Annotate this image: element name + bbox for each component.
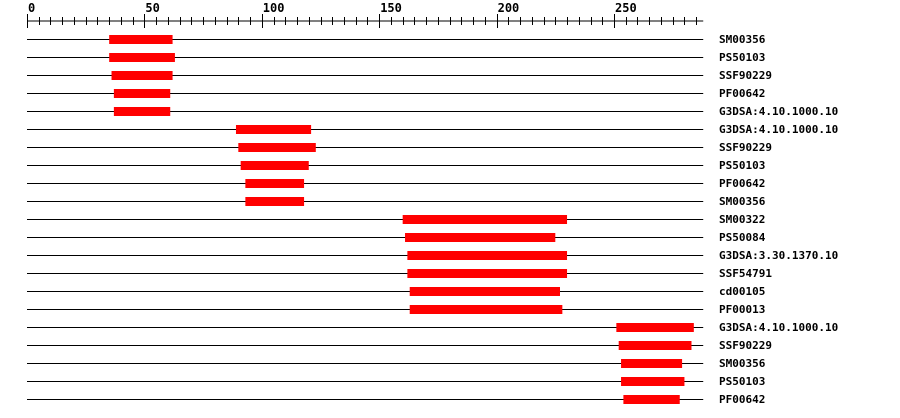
domain-label: G3DSA:4.10.1000.10	[719, 321, 838, 334]
domain-row: SM00356	[27, 195, 766, 208]
domain-label: PF00642	[719, 87, 765, 100]
domain-label: SM00356	[719, 357, 766, 370]
domain-row: PF00642	[27, 177, 765, 190]
tick-label: 100	[263, 1, 285, 15]
domain-bar[interactable]	[235, 125, 312, 134]
domain-label: cd00105	[719, 285, 765, 298]
domain-row: SM00356	[27, 33, 766, 46]
domain-label: PF00642	[719, 177, 765, 190]
domain-row: SM00356	[27, 357, 766, 370]
domain-row: G3DSA:3.30.1370.10	[27, 249, 838, 262]
domain-bar[interactable]	[621, 359, 683, 368]
domain-label: SSF54791	[719, 267, 772, 280]
domain-bar[interactable]	[407, 269, 568, 278]
domain-bar[interactable]	[409, 305, 563, 314]
domain-bar[interactable]	[621, 377, 685, 386]
domain-row: G3DSA:4.10.1000.10	[27, 321, 838, 334]
domain-row: PS50084	[27, 231, 766, 244]
domain-bar[interactable]	[113, 107, 171, 116]
domain-label: SM00322	[719, 213, 765, 226]
domain-label: PS50103	[719, 159, 765, 172]
domain-label: SM00356	[719, 33, 766, 46]
domain-row: SSF90229	[27, 339, 772, 352]
domain-bar[interactable]	[407, 251, 568, 260]
domain-bar[interactable]	[623, 395, 680, 404]
sequence-axis: 0 50 100 150 200 250	[27, 1, 704, 28]
domain-bar[interactable]	[113, 89, 171, 98]
domain-row: PS50103	[27, 375, 765, 388]
domain-row: SSF90229	[27, 69, 772, 82]
domain-bar[interactable]	[405, 233, 556, 242]
domain-bar[interactable]	[402, 215, 568, 224]
domain-label: SSF90229	[719, 141, 772, 154]
domain-row: SSF54791	[27, 267, 772, 280]
domain-label: SSF90229	[719, 69, 772, 82]
domain-bar[interactable]	[240, 161, 309, 170]
domain-label: G3DSA:4.10.1000.10	[719, 105, 838, 118]
domain-bar[interactable]	[618, 341, 692, 350]
tick-label: 50	[145, 1, 159, 15]
domain-label: G3DSA:3.30.1370.10	[719, 249, 838, 262]
tick-label: 250	[615, 1, 637, 15]
domain-bar[interactable]	[111, 71, 173, 80]
tick-label: 200	[498, 1, 520, 15]
domain-bar[interactable]	[245, 179, 305, 188]
domain-row: SSF90229	[27, 141, 772, 154]
domain-bar[interactable]	[245, 197, 305, 206]
domain-label: SM00356	[719, 195, 766, 208]
domain-rows: SM00356 PS50103 SSF90229 PF00642 G3DSA:4.10.…	[27, 33, 838, 406]
domain-row: G3DSA:4.10.1000.10	[27, 105, 838, 118]
tick-label: 0	[28, 1, 35, 15]
domain-row: PS50103	[27, 51, 765, 64]
domain-row: PS50103	[27, 159, 765, 172]
domain-row: SM00322	[27, 213, 765, 226]
domain-row: cd00105	[27, 285, 765, 298]
domain-row: PF00642	[27, 393, 765, 406]
domain-bar[interactable]	[238, 143, 316, 152]
domain-bar[interactable]	[109, 53, 175, 62]
domain-row: G3DSA:4.10.1000.10	[27, 123, 838, 136]
domain-bar[interactable]	[409, 287, 560, 296]
domain-label: SSF90229	[719, 339, 772, 352]
domain-label: PF00642	[719, 393, 765, 406]
domain-label: PS50103	[719, 375, 765, 388]
domain-row: PF00642	[27, 87, 765, 100]
domain-label: PS50084	[719, 231, 766, 244]
domain-bar[interactable]	[109, 35, 173, 44]
domain-label: PS50103	[719, 51, 765, 64]
domain-label: G3DSA:4.10.1000.10	[719, 123, 838, 136]
tick-label: 150	[380, 1, 402, 15]
domain-bar[interactable]	[616, 323, 694, 332]
domain-row: PF00013	[27, 303, 765, 316]
domain-label: PF00013	[719, 303, 765, 316]
